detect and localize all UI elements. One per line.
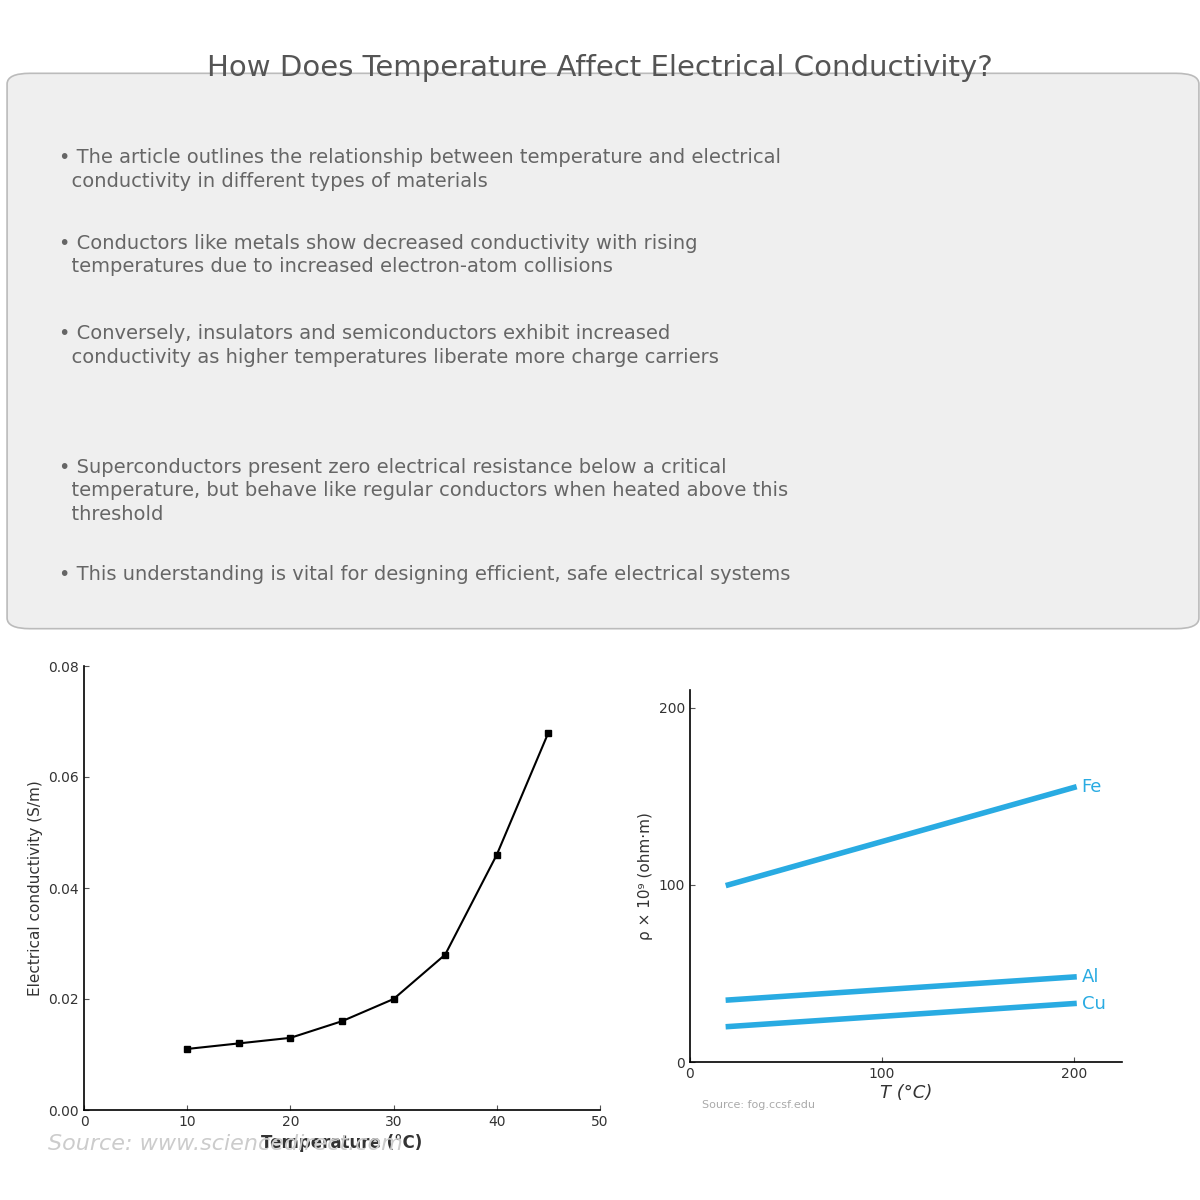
Y-axis label: Electrical conductivity (S/m): Electrical conductivity (S/m)	[28, 780, 43, 996]
Text: Cu: Cu	[1081, 995, 1105, 1013]
Y-axis label: ρ × 10⁹ (ohm·m): ρ × 10⁹ (ohm·m)	[638, 812, 653, 940]
Text: • This understanding is vital for designing efficient, safe electrical systems: • This understanding is vital for design…	[59, 565, 790, 583]
Text: How Does Temperature Affect Electrical Conductivity?: How Does Temperature Affect Electrical C…	[208, 54, 992, 82]
Text: Source: fog.ccsf.edu: Source: fog.ccsf.edu	[702, 1100, 815, 1110]
Text: • Conductors like metals show decreased conductivity with rising
  temperatures : • Conductors like metals show decreased …	[59, 234, 697, 276]
X-axis label: T (°C): T (°C)	[880, 1084, 932, 1102]
X-axis label: Temperature (°C): Temperature (°C)	[262, 1134, 422, 1152]
FancyBboxPatch shape	[7, 73, 1199, 629]
Text: • Superconductors present zero electrical resistance below a critical
  temperat: • Superconductors present zero electrica…	[59, 457, 787, 523]
Text: Fe: Fe	[1081, 779, 1102, 797]
Text: Source: www.sciencedirect.com: Source: www.sciencedirect.com	[48, 1134, 403, 1154]
Text: • Conversely, insulators and semiconductors exhibit increased
  conductivity as : • Conversely, insulators and semiconduct…	[59, 324, 719, 367]
Text: Al: Al	[1081, 968, 1099, 986]
Text: • The article outlines the relationship between temperature and electrical
  con: • The article outlines the relationship …	[59, 148, 781, 191]
